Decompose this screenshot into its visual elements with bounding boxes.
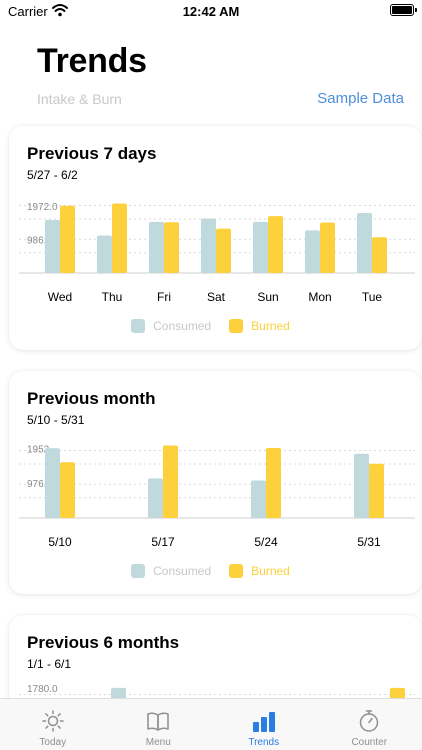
x-tick-label: Mon	[308, 290, 331, 304]
tab-label: Counter	[351, 737, 388, 748]
bar-burned	[369, 463, 384, 518]
carrier-label: Carrier	[8, 4, 48, 19]
tab-label: Trends	[248, 737, 280, 748]
bar-burned	[60, 462, 75, 518]
y-tick-label: 1780.0	[27, 684, 58, 695]
bar-consumed	[45, 219, 60, 273]
legend-swatch-burned	[229, 564, 244, 578]
book-icon	[147, 712, 169, 731]
chart-legend: Consumed Burned	[9, 564, 422, 578]
bar-chart-month: 1952. 976. 5/10 5/17 5/24 5/31	[19, 444, 415, 549]
tab-label: Menu	[145, 737, 171, 748]
bar-burned	[372, 237, 387, 273]
tab-trends[interactable]: Trends	[211, 699, 317, 750]
bar-burned	[60, 205, 75, 273]
bar-consumed	[354, 453, 369, 518]
tab-bar: Today Menu Trends Counter	[0, 698, 422, 750]
tab-today[interactable]: Today	[0, 699, 106, 750]
page-subtitle: Intake & Burn	[37, 91, 122, 107]
stopwatch-icon	[360, 710, 379, 732]
x-tick-label: Tue	[362, 290, 383, 304]
card-title: Previous month	[27, 389, 156, 408]
y-tick-label: 986.	[27, 235, 46, 246]
x-tick-label: Wed	[48, 290, 72, 304]
x-tick-label: Fri	[157, 290, 171, 304]
bar-burned	[266, 448, 281, 518]
bar-burned	[112, 203, 127, 273]
sample-data-button[interactable]: Sample Data	[317, 90, 404, 107]
bar-consumed	[97, 235, 112, 273]
bar-consumed	[251, 480, 266, 518]
bar-consumed	[201, 218, 216, 273]
bar-burned	[320, 222, 335, 273]
bar-chart-7-days: 1972.0 986. Wed Thu Fri Sat Sun Mon Tue	[19, 202, 415, 304]
trend-card-7-days: Previous 7 days 5/27 - 6/2 1972.0 986. Wed…	[9, 126, 422, 350]
bar-burned	[268, 216, 283, 273]
legend-swatch-consumed	[131, 319, 146, 333]
x-tick-label: 5/17	[151, 535, 175, 549]
tab-menu[interactable]: Menu	[106, 699, 212, 750]
chart-legend: Consumed Burned	[9, 319, 422, 333]
bar-burned	[216, 228, 231, 273]
legend-label-burned: Burned	[251, 564, 290, 578]
card-title: Previous 6 months	[27, 633, 180, 652]
card-title: Previous 7 days	[27, 144, 157, 163]
legend-label-consumed: Consumed	[153, 564, 212, 578]
x-tick-label: 5/10	[48, 535, 72, 549]
legend-label-burned: Burned	[251, 319, 290, 333]
y-tick-label: 1952.	[27, 444, 52, 455]
legend-label-consumed: Consumed	[153, 319, 212, 333]
y-tick-label: 1972.0	[27, 202, 58, 213]
wifi-icon	[52, 4, 68, 17]
legend-swatch-consumed	[131, 564, 146, 578]
bar-chart-icon	[252, 712, 275, 732]
page-title: Trends	[37, 42, 147, 80]
y-tick-label: 976.	[27, 479, 46, 490]
bar-burned	[164, 222, 179, 273]
card-date-range: 1/1 - 6/1	[27, 657, 72, 671]
x-tick-label: 5/24	[254, 535, 278, 549]
x-tick-label: Sat	[207, 290, 226, 304]
bar-burned	[163, 445, 178, 518]
tab-label: Today	[39, 737, 67, 748]
status-bar: Carrier 12:42 AM	[0, 0, 422, 24]
x-tick-label: Thu	[102, 290, 123, 304]
clock: 12:42 AM	[182, 4, 240, 19]
tab-counter[interactable]: Counter	[317, 699, 422, 750]
battery-icon	[390, 4, 417, 16]
bar-consumed	[148, 478, 163, 518]
legend-swatch-burned	[229, 319, 244, 333]
bar-consumed	[149, 221, 164, 273]
bar-consumed	[357, 213, 372, 273]
sun-icon	[42, 710, 64, 732]
x-tick-label: Sun	[257, 290, 278, 304]
bar-consumed	[253, 221, 268, 273]
card-date-range: 5/27 - 6/2	[27, 168, 78, 182]
card-date-range: 5/10 - 5/31	[27, 413, 85, 427]
bar-consumed	[45, 448, 60, 518]
bar-consumed	[305, 230, 320, 273]
x-tick-label: 5/31	[357, 535, 381, 549]
trend-card-month: Previous month 5/10 - 5/31 1952. 976. 5/10…	[9, 371, 422, 594]
